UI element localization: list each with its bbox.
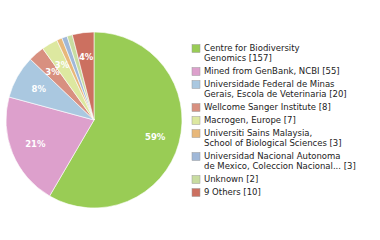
- legend-swatch: [192, 130, 200, 138]
- legend-swatch: [192, 45, 200, 53]
- legend-label-line: School of Biological Sciences [3]: [204, 138, 342, 148]
- legend-swatch: [192, 153, 200, 161]
- legend-label-line: Unknown [2]: [204, 174, 258, 184]
- legend-label-line: de Mexico, Coleccion Nacional... [3]: [204, 161, 356, 171]
- legend-label-line: Gerais, Escola de Veterinaria [20]: [204, 89, 347, 99]
- data-label: 59%: [145, 132, 166, 142]
- legend-swatch: [192, 81, 200, 89]
- chart: 59%21%8%3%3%4%Centre for BiodiversityGen…: [0, 0, 380, 240]
- legend-swatch: [192, 117, 200, 125]
- legend-label-line: 9 Others [10]: [204, 187, 261, 197]
- legend-label-line: Universiti Sains Malaysia,: [204, 128, 312, 138]
- legend-swatch: [192, 176, 200, 184]
- data-label: 8%: [32, 84, 47, 94]
- legend-item: 9 Others [10]: [192, 187, 261, 197]
- legend-swatch: [192, 189, 200, 197]
- legend-label: Universidade Federal de MinasGerais, Esc…: [204, 79, 347, 99]
- legend-label-line: Genomics [157]: [204, 53, 272, 63]
- legend-label: Universidad Nacional Autonomade Mexico, …: [204, 151, 356, 171]
- legend-item: Universidade Federal de MinasGerais, Esc…: [192, 79, 347, 99]
- legend-item: Universidad Nacional Autonomade Mexico, …: [192, 151, 356, 171]
- legend-label-line: Centre for Biodiversity: [204, 43, 300, 53]
- data-label: 21%: [25, 139, 46, 149]
- legend-item: Unknown [2]: [192, 174, 258, 184]
- legend-label: Universiti Sains Malaysia,School of Biol…: [204, 128, 342, 148]
- legend-label-line: Universidade Federal de Minas: [204, 79, 335, 89]
- legend-label: Unknown [2]: [204, 174, 258, 184]
- data-label: 4%: [79, 52, 94, 62]
- legend-label-line: Wellcome Sanger Institute [8]: [204, 102, 331, 112]
- legend-label: Macrogen, Europe [7]: [204, 115, 296, 125]
- legend-label: 9 Others [10]: [204, 187, 261, 197]
- legend-item: Wellcome Sanger Institute [8]: [192, 102, 331, 112]
- legend-label: Mined from GenBank, NCBI [55]: [204, 66, 340, 76]
- legend-label-line: Universidad Nacional Autonoma: [204, 151, 341, 161]
- legend-item: Universiti Sains Malaysia,School of Biol…: [192, 128, 342, 148]
- legend-label: Wellcome Sanger Institute [8]: [204, 102, 331, 112]
- legend-label-line: Mined from GenBank, NCBI [55]: [204, 66, 340, 76]
- legend-label: Centre for BiodiversityGenomics [157]: [204, 43, 300, 63]
- legend-item: Macrogen, Europe [7]: [192, 115, 296, 125]
- legend: Centre for BiodiversityGenomics [157] Min…: [192, 43, 356, 197]
- data-label: 3%: [55, 60, 70, 70]
- legend-swatch: [192, 68, 200, 76]
- legend-item: Centre for BiodiversityGenomics [157]: [192, 43, 300, 63]
- legend-label-line: Macrogen, Europe [7]: [204, 115, 296, 125]
- legend-swatch: [192, 104, 200, 112]
- legend-item: Mined from GenBank, NCBI [55]: [192, 66, 340, 76]
- pie-slice: [72, 32, 94, 120]
- pie: 59%21%8%3%3%4%: [6, 32, 182, 208]
